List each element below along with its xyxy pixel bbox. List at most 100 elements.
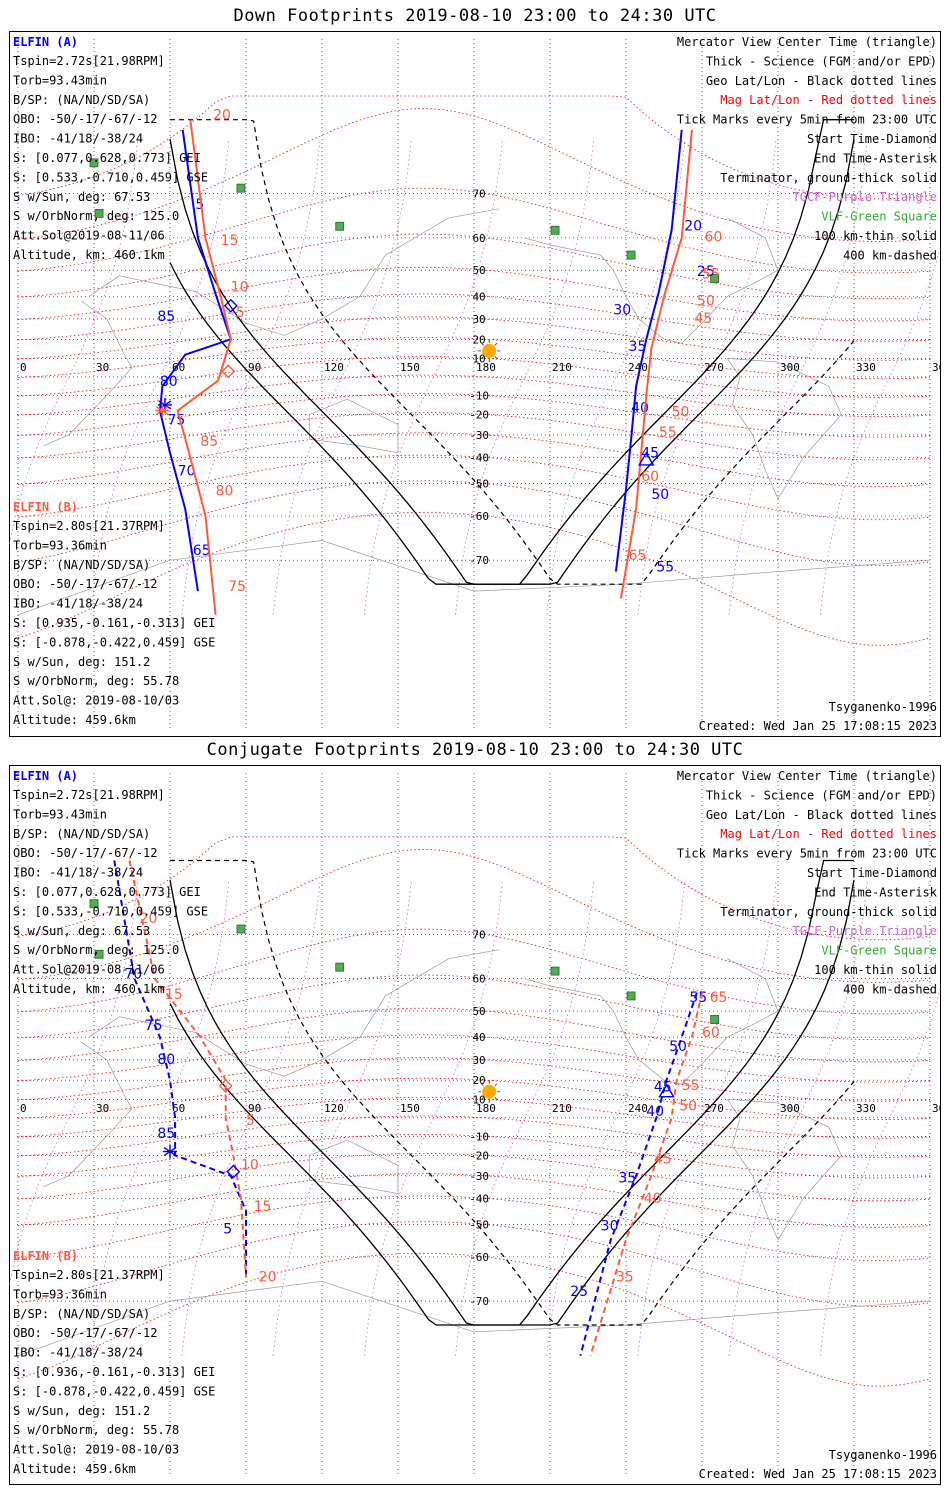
track-tick-label: 70 (124, 967, 142, 983)
mag-lat-line (17, 356, 931, 398)
legend-line: Tick Marks every 5min from 23:00 UTC (677, 847, 937, 861)
track-tick-label: 55 (682, 1078, 700, 1094)
legend-line: TGCF-Purple Triangle (793, 924, 938, 938)
x-tick-label: 210 (552, 1102, 572, 1115)
mag-lon-line (90, 138, 230, 615)
track-tick-label: 55 (702, 267, 720, 283)
vlf-square (710, 274, 720, 283)
vlf-square (710, 1015, 720, 1024)
elfin-a-info-line: S w/OrbNorm, deg: 125.0 (13, 943, 179, 957)
elfin-a-info-line: S w/Sun, deg: 67.53 (13, 190, 150, 204)
y-tick-label: -10 (469, 389, 489, 402)
x-tick-label: 240 (628, 361, 648, 374)
track-tick-label: 40 (646, 1104, 664, 1120)
footprint-track (128, 860, 703, 1356)
track-tick-label: 60 (641, 469, 659, 485)
elfin-a-info-line: Att.Sol@2019-08-11/06 (13, 963, 165, 977)
legend-line: Start Time-Diamond (807, 866, 937, 880)
y-tick-label: -70 (469, 554, 489, 567)
mag-lat-line (17, 480, 931, 567)
track-tick-label: 60 (705, 230, 723, 246)
x-tick-label: 180 (476, 361, 496, 374)
sun-icon (478, 339, 501, 362)
end-asterisk (155, 403, 170, 418)
legend-line: Mag Lat/Lon - Red dotted lines (720, 827, 937, 841)
coastline (17, 540, 931, 616)
y-tick-label: -50 (469, 478, 489, 491)
x-tick-label: 60 (172, 1102, 185, 1115)
elfin-a-info-line: S w/OrbNorm, deg: 125.0 (13, 209, 179, 223)
legend-line: 100 km-thin solid (814, 963, 937, 977)
track-tick-label: 75 (145, 1018, 163, 1034)
terminator-400km (170, 859, 855, 1326)
track-tick-label: 80 (157, 1052, 175, 1068)
mag-lat-line (17, 108, 931, 242)
elfin-a-info-line: IBO: -41/18/-38/24 (13, 866, 143, 880)
track-tick-label: 50 (651, 487, 669, 503)
track-tick-label: 15 (221, 233, 239, 249)
elfin-a-info-line: Torb=93.43min (13, 73, 107, 87)
footprint-track (158, 129, 683, 592)
vlf-square (626, 250, 636, 260)
track-tick-label: 40 (644, 1191, 662, 1207)
start-diamond (218, 1079, 233, 1093)
legend-line: 400 km-dashed (843, 248, 937, 262)
track-tick-label: 35 (629, 339, 647, 355)
elfin-b-info-line: S: [-0.878,-0.422,0.459] GSE (13, 1384, 215, 1398)
track-tick-label: 20 (140, 911, 158, 927)
elfin-b-info-line: IBO: -41/18/-38/24 (13, 1346, 143, 1360)
mag-lat-line (17, 1115, 931, 1158)
track-tick-label: 5 (195, 197, 204, 213)
elfin-a-info-line: Torb=93.43min (13, 807, 107, 821)
elfin-a-info-line: S: [0.533,-0.710,0.459] GSE (13, 170, 208, 184)
mag-lon-line (181, 138, 321, 615)
track-tick-label: 65 (193, 543, 211, 559)
vlf-square (335, 962, 345, 972)
legend-line: 100 km-thin solid (814, 229, 937, 243)
x-tick-label: 150 (400, 361, 420, 374)
elfin-a-info-line: S: [0.077,0.628,0.773] GEI (13, 151, 201, 165)
elfin-b-info-line: B/SP: (NA/ND/SD/SA) (13, 1307, 150, 1321)
legend-line: Geo Lat/Lon - Black dotted lines (706, 74, 937, 88)
mag-lat-line (17, 337, 931, 380)
track-tick-label: 50 (697, 294, 715, 310)
x-tick-label: 300 (780, 1102, 800, 1115)
legend-line: Mag Lat/Lon - Red dotted lines (720, 93, 937, 107)
x-tick-label: 150 (400, 1102, 420, 1115)
elfin-a-name: ELFIN (A) (13, 769, 78, 783)
vlf-square (550, 966, 560, 976)
legend-line: Mercator View Center Time (triangle) (677, 769, 937, 783)
y-tick-label: 10 (472, 1093, 485, 1106)
track-tick-label: 5 (223, 1221, 232, 1237)
elfin-b-info-line: Altitude: 459.6km (13, 713, 136, 727)
y-tick-label: -30 (469, 1170, 489, 1183)
coastline (727, 358, 842, 500)
legend-line: Geo Lat/Lon - Black dotted lines (706, 808, 937, 822)
start-diamond (226, 1164, 241, 1179)
x-tick-label: 330 (856, 361, 876, 374)
elfin-b-info-line: IBO: -41/18/-38/24 (13, 597, 143, 611)
elfin-b-info-line: S: [0.935,-0.161,-0.313] GEI (13, 616, 215, 630)
y-tick-label: 50 (472, 264, 485, 277)
coastline (88, 949, 500, 1077)
legend-line: Start Time-Diamond (807, 132, 937, 146)
mag-lon-line (637, 138, 777, 615)
x-tick-label: 120 (324, 361, 344, 374)
elfin-a-info-line: OBO: -50/-17/-67/-12 (13, 112, 158, 126)
mag-lon-line (455, 879, 595, 1356)
legend-line: End Time-Asterisk (814, 151, 938, 165)
elfin-b-info-line: S: [0.936,-0.161,-0.313] GEI (13, 1365, 215, 1379)
panel2-title: Conjugate Footprints 2019-08-10 23:00 to… (206, 740, 744, 760)
track-tick-label: 45 (694, 311, 712, 327)
mag-lon-line (363, 879, 503, 1356)
mag-lon-line (272, 138, 412, 615)
track-tick-label: 80 (160, 374, 178, 390)
track-tick-label: 70 (178, 463, 196, 479)
y-tick-label: 70 (472, 929, 485, 942)
x-tick-label: 30 (96, 1102, 109, 1115)
y-tick-label: 10 (472, 352, 485, 365)
vlf-square (236, 183, 246, 193)
elfin-a-info-line: S: [0.533,-0.710,0.459] GSE (13, 904, 208, 918)
center-triangle (658, 1083, 675, 1098)
mag-lat-line (17, 412, 931, 461)
